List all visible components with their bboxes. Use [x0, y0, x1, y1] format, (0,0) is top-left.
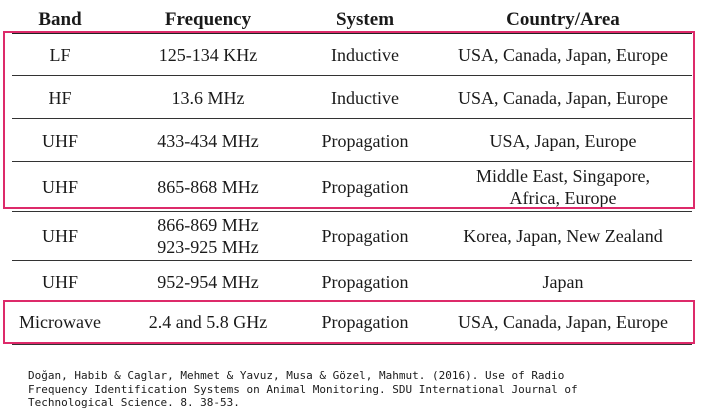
frequency-cell: 2.4 and 5.8 GHz	[116, 311, 300, 333]
system-cell: Inductive	[331, 88, 399, 108]
band-cell: UHF	[41, 226, 78, 246]
area-line: USA, Canada, Japan, Europe	[458, 45, 668, 65]
frequency-line: 923-925 MHz	[157, 237, 259, 257]
frequency-line: 125-134 KHz	[158, 45, 258, 65]
frequency-cell: 865-868 MHz	[116, 176, 300, 198]
area-cell: USA, Japan, Europe	[430, 130, 696, 152]
area-line: Korea, Japan, New Zealand	[463, 226, 663, 246]
row-divider	[12, 211, 692, 212]
area-cell: Japan	[430, 271, 696, 293]
frequency-line: 865-868 MHz	[157, 177, 259, 197]
area-cell: USA, Canada, Japan, Europe	[430, 87, 696, 109]
frequency-line: 433-434 MHz	[157, 131, 259, 151]
citation: Doğan, Habib & Caglar, Mehmet & Yavuz, M…	[28, 369, 578, 409]
row-divider	[12, 161, 692, 162]
system-cell: Propagation	[321, 272, 409, 292]
frequency-cell: 125-134 KHz	[116, 44, 300, 66]
system-cell: Propagation	[321, 312, 409, 332]
highlight-box-top	[3, 31, 695, 209]
area-line: Africa, Europe	[509, 188, 617, 208]
frequency-line: 952-954 MHz	[157, 272, 259, 292]
area-cell: USA, Canada, Japan, Europe	[430, 311, 696, 333]
system-cell: Propagation	[321, 226, 409, 246]
frequency-cell: 952-954 MHz	[116, 271, 300, 293]
header-rule	[12, 32, 692, 34]
area-line: USA, Canada, Japan, Europe	[458, 88, 668, 108]
band-cell: LF	[49, 45, 71, 65]
area-line: Middle East, Singapore,	[476, 166, 650, 186]
row-divider	[12, 260, 692, 261]
frequency-line: 13.6 MHz	[171, 88, 245, 108]
system-cell: Propagation	[321, 177, 409, 197]
table-row: UHF 952-954 MHz Propagation Japan	[4, 262, 696, 302]
band-cell: UHF	[41, 131, 78, 151]
table-header-row: Band Frequency System Country/Area	[4, 7, 696, 33]
frequency-line: 2.4 and 5.8 GHz	[148, 312, 268, 332]
highlight-box-microwave	[3, 300, 695, 344]
band-cell: Microwave	[19, 312, 101, 332]
row-divider	[12, 344, 692, 345]
table-row: UHF 865-868 MHz Propagation Middle East,…	[4, 162, 696, 212]
header-band: Band	[38, 9, 82, 30]
area-line: USA, Japan, Europe	[489, 131, 637, 151]
frequency-line: 866-869 MHz	[157, 215, 259, 235]
band-cell: UHF	[41, 272, 78, 292]
system-cell: Inductive	[331, 45, 399, 65]
area-line: Japan	[542, 272, 584, 292]
frequency-cell: 13.6 MHz	[116, 87, 300, 109]
table-row: UHF 866-869 MHz 923-925 MHz Propagation …	[4, 212, 696, 260]
table-row: HF 13.6 MHz Inductive USA, Canada, Japan…	[4, 76, 696, 120]
header-system: System	[335, 9, 395, 30]
area-cell: Korea, Japan, New Zealand	[430, 225, 696, 247]
system-cell: Propagation	[321, 131, 409, 151]
header-country-area: Country/Area	[506, 9, 620, 30]
row-divider	[12, 118, 692, 119]
band-cell: HF	[48, 88, 72, 108]
table-row: LF 125-134 KHz Inductive USA, Canada, Ja…	[4, 34, 696, 76]
header-frequency: Frequency	[164, 9, 252, 30]
table-row: Microwave 2.4 and 5.8 GHz Propagation US…	[4, 302, 696, 342]
area-line: USA, Canada, Japan, Europe	[458, 312, 668, 332]
table-row: UHF 433-434 MHz Propagation USA, Japan, …	[4, 120, 696, 162]
frequency-cell: 866-869 MHz 923-925 MHz	[116, 214, 300, 258]
row-divider	[12, 75, 692, 76]
band-cell: UHF	[41, 177, 78, 197]
frequency-cell: 433-434 MHz	[116, 130, 300, 152]
area-cell: USA, Canada, Japan, Europe	[430, 44, 696, 66]
area-cell: Middle East, Singapore, Africa, Europe	[430, 165, 696, 209]
